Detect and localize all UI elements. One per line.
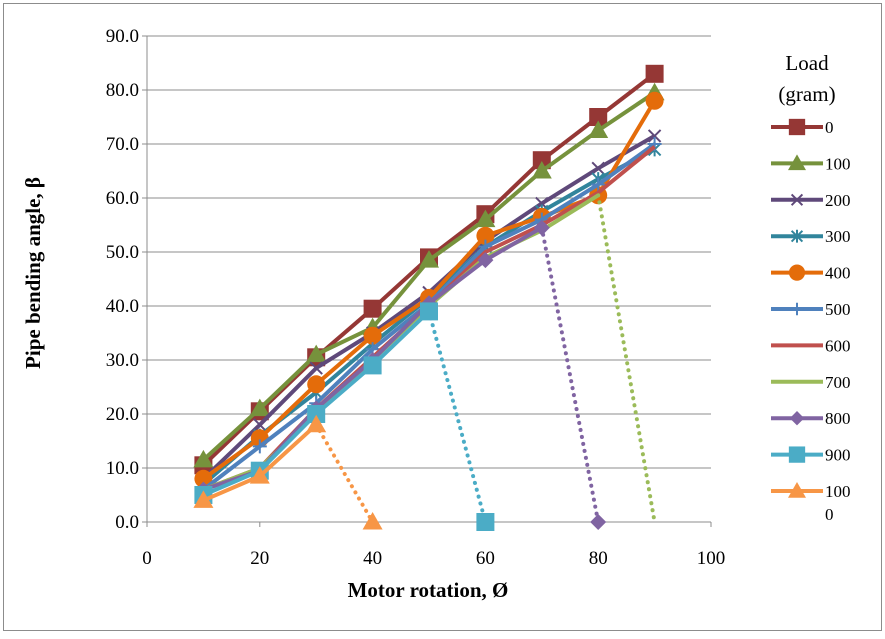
- data-point: [588, 120, 609, 138]
- data-point: [194, 469, 213, 488]
- y-tick-label: 0.0: [115, 512, 139, 533]
- legend-label: 100: [825, 482, 851, 501]
- data-point: [193, 490, 214, 508]
- legend-item-500: 500: [771, 300, 851, 319]
- legend-label: 400: [825, 264, 851, 283]
- series-dotted-line: [539, 225, 601, 524]
- y-tick-label: 10.0: [106, 458, 139, 479]
- legend-label: 700: [825, 373, 851, 392]
- legend-item-800: 800: [771, 409, 851, 428]
- legend-item-700: 700: [771, 373, 851, 392]
- data-point: [476, 513, 495, 531]
- legend-marker: [788, 482, 806, 498]
- legend-label: 300: [825, 227, 851, 246]
- data-point: [193, 449, 214, 468]
- data-point: [307, 375, 326, 394]
- x-tick-label: 80: [589, 548, 608, 569]
- legend: Load (gram) 0 100 200 300 400 500 600 700 800 900…: [771, 51, 851, 524]
- legend-marker: [788, 446, 806, 463]
- x-tick-label: 40: [363, 548, 382, 569]
- tick-labels: 0.0 10.0 20.0 30.0 40.0 50.0 60.0 70.0 80.0 90.0 0…: [106, 26, 726, 569]
- data-point: [477, 252, 494, 269]
- legend-label: 600: [825, 336, 851, 355]
- series-layer: [193, 64, 665, 531]
- series-dotted-line: [596, 193, 657, 524]
- axes: [142, 35, 712, 527]
- x-tick-label: 0: [142, 548, 152, 569]
- data-point: [362, 512, 383, 530]
- legend-item-100: 100: [771, 154, 851, 173]
- legend-item-400: 400: [771, 264, 851, 283]
- data-point: [363, 299, 382, 318]
- legend-marker: [790, 302, 804, 316]
- x-tick-label: 60: [476, 548, 495, 569]
- legend-item-900: 900: [771, 446, 851, 465]
- data-point: [420, 302, 438, 321]
- legend-title-line-1: Load: [785, 51, 829, 75]
- data-point: [475, 209, 496, 228]
- data-point: [645, 64, 664, 83]
- y-tick-label: 30.0: [106, 350, 139, 371]
- data-point: [363, 326, 382, 345]
- data-point: [249, 466, 270, 484]
- legend-item-200: 200: [771, 191, 851, 210]
- y-tick-label: 80.0: [106, 80, 139, 101]
- data-point: [419, 250, 439, 268]
- gridlines: [147, 35, 711, 469]
- legend-label: 900: [825, 446, 851, 465]
- legend-item-0: 0: [771, 118, 834, 137]
- data-point: [533, 219, 550, 236]
- data-point: [252, 439, 267, 454]
- legend-marker: [788, 154, 806, 171]
- legend-label-wrap: 0: [825, 505, 834, 524]
- legend-label: 500: [825, 300, 851, 319]
- y-tick-label: 90.0: [106, 26, 139, 47]
- legend-marker: [788, 118, 806, 136]
- data-point: [647, 129, 662, 143]
- legend-marker: [790, 229, 804, 243]
- data-point: [591, 177, 606, 192]
- y-axis-title: Pipe bending angle, β: [21, 177, 45, 369]
- y-tick-label: 40.0: [106, 296, 139, 317]
- legend-marker: [789, 411, 805, 426]
- data-point: [363, 356, 382, 375]
- data-point: [476, 226, 495, 245]
- legend-label: 800: [825, 409, 851, 428]
- x-tick-label: 20: [250, 548, 269, 569]
- data-point: [253, 418, 267, 432]
- data-point: [591, 161, 605, 176]
- data-point: [309, 361, 323, 375]
- legend-item-600: 600: [771, 336, 851, 355]
- data-point: [531, 161, 552, 179]
- data-point: [306, 414, 327, 433]
- data-point: [306, 344, 327, 363]
- chart-border: [3, 3, 882, 631]
- legend-marker: [788, 264, 806, 281]
- y-tick-label: 70.0: [106, 134, 139, 155]
- data-point: [590, 514, 607, 530]
- y-tick-label: 60.0: [106, 188, 139, 209]
- legend-label: 0: [825, 118, 834, 137]
- legend-label: 200: [825, 191, 851, 210]
- x-axis-title: Motor rotation, Ø: [348, 578, 509, 602]
- legend-marker: [790, 193, 804, 206]
- data-point: [249, 398, 270, 417]
- legend-item-300: 300: [771, 227, 851, 246]
- series-dotted-line: [314, 422, 375, 524]
- y-tick-label: 20.0: [106, 404, 139, 425]
- y-tick-label: 50.0: [106, 242, 139, 263]
- series-1000: [193, 414, 383, 530]
- series-dotted-line: [427, 309, 488, 524]
- data-point: [645, 91, 664, 110]
- x-tick-label: 100: [697, 548, 726, 569]
- legend-title-line-2: (gram): [778, 82, 835, 106]
- legend-label: 100: [825, 154, 851, 173]
